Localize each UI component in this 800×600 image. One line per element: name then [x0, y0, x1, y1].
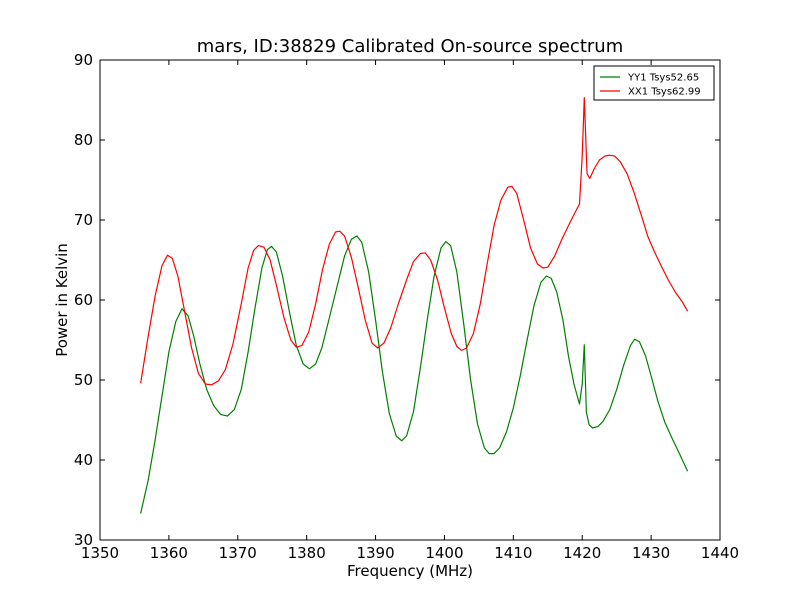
legend: YY1 Tsys52.65 XX1 Tsys62.99 — [593, 65, 715, 101]
x-tick-label: 1370 — [219, 544, 257, 562]
y-tick-label: 90 — [74, 51, 93, 69]
x-tick-label: 1390 — [356, 544, 394, 562]
axis-ticks: 1350 1360 1370 1380 1390 1400 1410 1420 1430 1440… — [74, 51, 739, 562]
series-line-1 — [140, 97, 689, 386]
y-tick-label: 30 — [74, 531, 93, 549]
chart-title: mars, ID:38829 Calibrated On-source spec… — [197, 36, 623, 57]
x-tick-label: 1440 — [701, 544, 739, 562]
x-tick-label: 1420 — [563, 544, 601, 562]
legend-label-1: XX1 Tsys62.99 — [628, 87, 701, 98]
y-axis-label: Power in Kelvin — [53, 243, 71, 357]
y-tick-label: 50 — [74, 371, 93, 389]
y-tick-label: 70 — [74, 211, 93, 229]
x-tick-label: 1430 — [632, 544, 670, 562]
plot-area — [100, 60, 720, 540]
legend-box — [593, 65, 715, 101]
series-layer — [140, 97, 689, 514]
y-tick-label: 40 — [74, 451, 93, 469]
legend-label-0: YY1 Tsys52.65 — [627, 73, 699, 84]
y-tick-label: 60 — [74, 291, 93, 309]
x-tick-label: 1380 — [288, 544, 326, 562]
x-tick-label: 1410 — [494, 544, 532, 562]
x-tick-label: 1360 — [150, 544, 188, 562]
x-tick-label: 1400 — [425, 544, 463, 562]
series-line-0 — [140, 235, 689, 514]
x-tick-label: 1350 — [81, 544, 119, 562]
y-tick-label: 80 — [74, 131, 93, 149]
x-axis-label: Frequency (MHz) — [347, 562, 473, 580]
